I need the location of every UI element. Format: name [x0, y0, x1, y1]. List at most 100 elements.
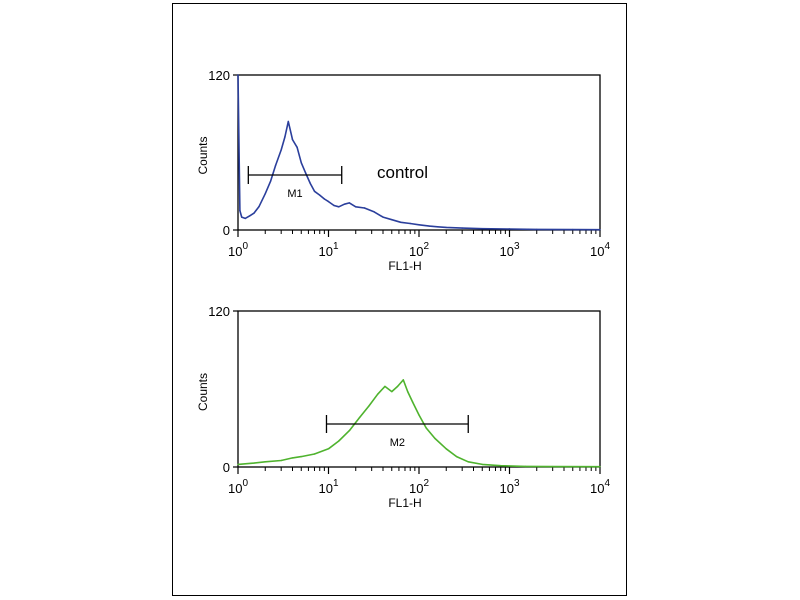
- x-tick-label: 101: [318, 478, 338, 496]
- histogram-point: [373, 211, 375, 213]
- y-axis-title: Counts: [196, 136, 210, 174]
- histogram-point: [391, 219, 393, 221]
- x-tick-label: 101: [318, 241, 338, 259]
- histogram-point: [333, 204, 335, 207]
- x-tick-label: 102: [409, 241, 429, 259]
- histogram-point: [249, 215, 251, 217]
- histogram-point: [461, 227, 463, 229]
- histogram-point: [327, 448, 330, 450]
- histogram-point: [241, 216, 243, 218]
- histogram-point: [445, 448, 447, 450]
- histogram-point: [291, 457, 294, 459]
- histogram-point: [455, 455, 458, 458]
- histogram-point: [400, 221, 402, 223]
- histogram-point: [323, 198, 326, 200]
- histogram-point: [274, 164, 277, 167]
- x-tick-label: 103: [499, 478, 519, 496]
- histogram-point: [355, 206, 357, 208]
- histogram-point: [377, 393, 379, 395]
- histogram-point: [418, 414, 420, 416]
- histogram-point: [253, 462, 255, 464]
- histogram-point: [319, 194, 321, 196]
- histogram-point: [309, 182, 311, 185]
- histogram-point: [239, 209, 241, 212]
- x-tick-label: 103: [499, 241, 519, 259]
- histogram-point: [396, 385, 399, 388]
- histogram-series-1: [237, 379, 601, 468]
- histogram-point: [358, 416, 361, 419]
- histogram-point: [291, 138, 294, 141]
- histogram-point: [481, 228, 483, 230]
- gate-marker-label: M2: [390, 437, 405, 449]
- y-tick-label: 0: [223, 223, 230, 238]
- histogram-point: [253, 212, 255, 214]
- histogram-point: [300, 162, 302, 164]
- gate-marker-label: M1: [287, 188, 302, 200]
- histogram-point: [508, 228, 511, 230]
- histogram-point: [445, 226, 447, 229]
- x-tick-label: 100: [228, 478, 248, 496]
- plot-area: [237, 74, 601, 231]
- histogram-point: [258, 206, 260, 208]
- histogram-panel-2: 0 120 100 101 102 103 104 FL1-H Counts M2: [196, 304, 610, 510]
- histogram-point: [280, 459, 282, 462]
- x-axis-title: FL1-H: [388, 259, 421, 273]
- histogram-point: [348, 202, 351, 204]
- histogram-point: [391, 390, 393, 393]
- histogram-point: [599, 229, 601, 231]
- histogram-point: [264, 461, 266, 463]
- histogram-point: [300, 455, 302, 458]
- histogram-point: [327, 200, 330, 203]
- histogram-point: [409, 222, 411, 225]
- histogram-point: [237, 74, 239, 76]
- histogram-point: [411, 401, 414, 403]
- histogram-panel-1: 0 120 100 101 102 103 104 FL1-H Counts M1 control: [196, 68, 610, 273]
- histogram-point: [402, 379, 404, 381]
- histogram-point: [338, 440, 340, 442]
- histogram-point: [305, 172, 307, 174]
- histogram-point: [599, 466, 601, 468]
- histogram-point: [425, 427, 427, 429]
- histogram-point: [284, 136, 286, 138]
- histogram-point: [467, 461, 469, 463]
- histogram-point: [418, 224, 420, 226]
- plot-area: [237, 310, 601, 468]
- histogram-point: [434, 437, 436, 440]
- histogram-point: [237, 463, 239, 466]
- histogram-point: [313, 190, 316, 192]
- histogram-point: [428, 225, 430, 227]
- sample-annotation: control: [377, 163, 428, 182]
- histogram-point: [363, 207, 366, 209]
- histogram-point: [368, 405, 370, 407]
- histogram-point: [436, 226, 439, 228]
- histogram-point: [572, 228, 574, 231]
- histogram-point: [500, 465, 502, 467]
- x-tick-label: 104: [590, 478, 610, 496]
- x-tick-label: 100: [228, 241, 248, 259]
- y-tick-label: 0: [223, 460, 230, 475]
- histogram-point: [481, 463, 483, 466]
- histogram-point: [287, 120, 289, 123]
- y-tick-label: 120: [208, 68, 230, 83]
- histogram-point: [313, 453, 316, 455]
- figure-frame: [172, 3, 627, 596]
- x-tick-label: 104: [590, 241, 610, 259]
- histogram-point: [384, 385, 386, 388]
- histogram-point: [244, 217, 246, 220]
- histogram-series-1: [237, 74, 601, 231]
- histogram-point: [348, 429, 351, 432]
- histogram-point: [552, 465, 554, 468]
- histogram-point: [382, 216, 384, 218]
- histogram-point: [338, 206, 340, 208]
- histogram-point: [524, 465, 527, 468]
- y-axis-title: Counts: [196, 373, 210, 411]
- histogram-point: [343, 203, 346, 205]
- x-tick-label: 102: [409, 478, 429, 496]
- histogram-point: [296, 146, 298, 148]
- y-tick-label: 120: [208, 304, 230, 319]
- histogram-point: [536, 228, 538, 231]
- histogram-point: [407, 390, 409, 393]
- histogram-point: [264, 193, 266, 195]
- histogram-point: [280, 149, 282, 151]
